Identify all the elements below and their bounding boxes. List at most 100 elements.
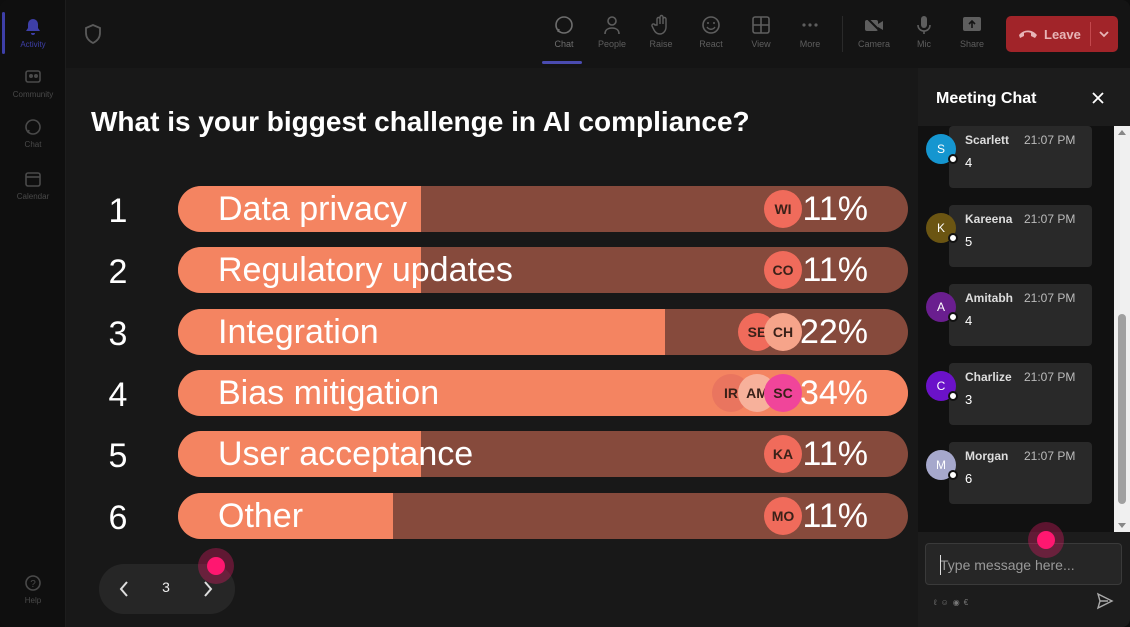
rail-item-chat[interactable]: Chat (0, 106, 66, 160)
gif-icon[interactable]: ◉ (952, 598, 960, 607)
emoji-icon[interactable]: ☺ (940, 598, 949, 607)
chat-message-bubble (949, 442, 1092, 504)
mic-button[interactable]: Mic (902, 8, 946, 60)
rail-item-community[interactable]: Community (0, 56, 66, 110)
presence-status-icon (948, 391, 958, 401)
mic-button-label: Mic (917, 39, 931, 49)
people-button[interactable]: People (590, 8, 634, 60)
chat-format-tools: ℓ ☺ ◉ € (934, 598, 968, 607)
poll-result-bar-fill (178, 186, 422, 232)
left-rail: Activity Community Chat Calendar ? Help (0, 0, 66, 627)
hang-up-icon (1019, 30, 1037, 38)
grid-icon (752, 16, 770, 34)
chat-message-bubble (949, 363, 1092, 425)
leave-button[interactable]: Leave (1006, 16, 1118, 52)
click-indicator (198, 548, 234, 584)
poll-result-bar-fill (178, 308, 665, 355)
poll-option-percent: 11% (802, 435, 868, 474)
share-icon (963, 17, 981, 31)
chat-message: S Scarlett 21:07 PM 4 (926, 126, 1096, 188)
people-icon (604, 16, 620, 35)
poll-option-number: 6 (108, 498, 128, 537)
chat-message-list[interactable]: S Scarlett 21:07 PM 4 K Kareena 21:07 PM 5 A Amit… (918, 126, 1114, 532)
shield-icon (85, 24, 101, 44)
poll-option-label: Regulatory updates (218, 251, 513, 290)
poll-option-row: 2 Regulatory updates CO 11% (66, 247, 918, 294)
format-icon[interactable]: ℓ (934, 598, 937, 607)
chat-scrollbar[interactable] (1114, 126, 1130, 532)
close-icon[interactable] (1090, 90, 1106, 106)
leave-button-label: Leave (1044, 26, 1081, 42)
chat-button[interactable]: Chat (542, 8, 586, 64)
react-button-label: React (699, 39, 723, 49)
chat-message-time: 21:07 PM (1024, 212, 1076, 226)
voter-avatar: KA (764, 435, 802, 474)
chevron-down-icon[interactable] (1098, 28, 1110, 40)
chat-message: C Charlize 21:07 PM 3 (926, 363, 1096, 425)
chat-message-author: Scarlett (965, 133, 1010, 147)
raise-hand-button[interactable]: Raise (639, 8, 683, 60)
chat-message-bubble (949, 205, 1092, 267)
chat-message-time: 21:07 PM (1024, 291, 1076, 305)
poll-result-bar-fill (178, 431, 422, 478)
rail-item-calendar[interactable]: Calendar (0, 158, 66, 212)
scroll-down-arrow-icon[interactable] (1118, 523, 1126, 528)
chat-message-bubble (949, 284, 1092, 346)
chat-message-input-box[interactable] (925, 543, 1122, 585)
chevron-right-icon[interactable] (201, 578, 215, 600)
react-button[interactable]: React (689, 8, 733, 60)
share-button[interactable]: Share (950, 8, 994, 60)
chat-message: A Amitabh 21:07 PM 4 (926, 284, 1096, 346)
presence-status-icon (948, 470, 958, 480)
click-indicator (1028, 522, 1064, 558)
rail-item-label: Calendar (16, 192, 50, 201)
poll-option-label: Bias mitigation (218, 373, 440, 412)
chevron-left-icon[interactable] (117, 578, 131, 600)
poll-result-bar: User acceptance KA 11% (178, 431, 908, 478)
poll-result-bar-fill (178, 492, 393, 539)
poll-result-bar-fill (178, 247, 422, 294)
voter-avatar: MO (764, 496, 802, 535)
poll-option-row: 3 Integration SE CH 22% (66, 308, 918, 355)
rail-item-activity[interactable]: Activity (0, 6, 66, 60)
presence-status-icon (948, 312, 958, 322)
poll-option-percent: 11% (802, 251, 868, 290)
chat-button-label: Chat (554, 39, 574, 49)
presence-status-icon (948, 233, 958, 243)
poll-result-bar: Data privacy WI 11% (178, 186, 908, 232)
meeting-chat-panel: Meeting Chat S Scarlett 21:07 PM 4 K Kareena 2… (918, 68, 1130, 627)
rail-item-help[interactable]: ? Help (0, 562, 66, 616)
chat-message-input[interactable] (940, 555, 1110, 575)
send-icon[interactable] (1096, 592, 1114, 610)
bell-icon (26, 19, 40, 35)
scrollbar-thumb[interactable] (1118, 314, 1126, 504)
poll-option-percent: 34% (799, 373, 868, 412)
chat-message-author: Amitabh (965, 291, 1013, 305)
chat-message-author: Kareena (965, 212, 1013, 226)
poll-option-number: 2 (108, 253, 128, 292)
rail-item-label: Chat (24, 140, 42, 149)
poll-result-bar: Regulatory updates CO 11% (178, 247, 908, 294)
voter-avatar: SC (764, 373, 802, 412)
chat-panel-title: Meeting Chat (936, 90, 1037, 107)
toolbar-divider (842, 16, 843, 52)
poll-result-bar: Integration SE CH 22% (178, 308, 908, 355)
view-button[interactable]: View (739, 8, 783, 60)
rail-item-label: Activity (20, 40, 46, 49)
chat-message-author: Morgan (965, 449, 1009, 463)
more-icon (802, 23, 818, 27)
smiley-icon (702, 16, 720, 34)
svg-text:?: ? (30, 579, 36, 590)
poll-option-number: 5 (108, 437, 128, 476)
presence-status-icon (948, 154, 958, 164)
chat-message-time: 21:07 PM (1024, 133, 1076, 147)
poll-stage: What is your biggest challenge in AI com… (66, 68, 918, 627)
poll-option-label: Data privacy (218, 190, 407, 228)
more-button[interactable]: More (788, 8, 832, 60)
chat-message: K Kareena 21:07 PM 5 (926, 205, 1096, 267)
poll-option-label: Other (218, 496, 304, 535)
people-button-label: People (597, 39, 627, 49)
scroll-up-arrow-icon[interactable] (1118, 130, 1126, 135)
camera-button[interactable]: Camera (852, 8, 896, 60)
attach-icon[interactable]: € (963, 598, 969, 607)
